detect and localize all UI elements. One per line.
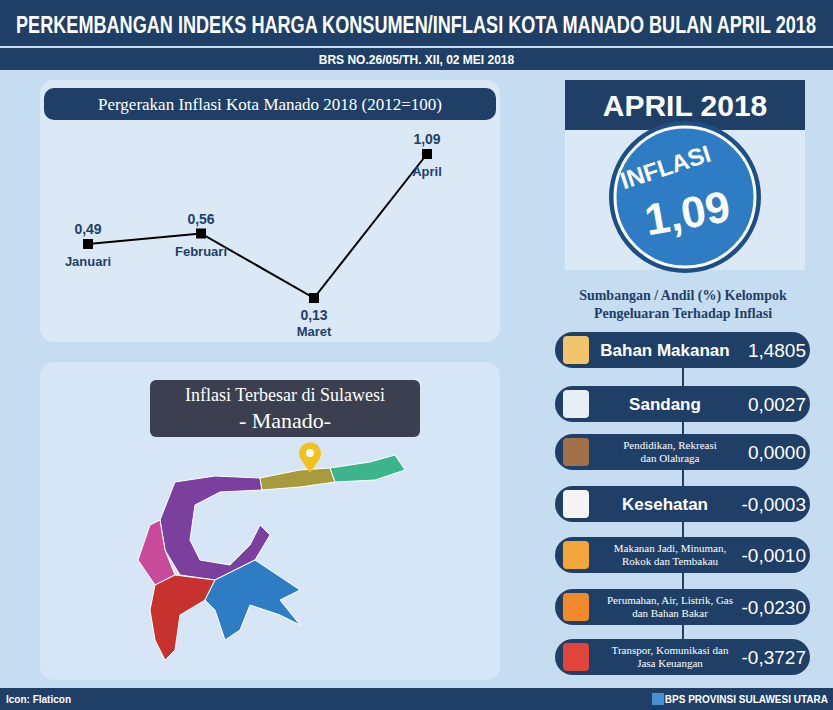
item-icon: [563, 643, 589, 671]
item-bg: [555, 486, 810, 522]
footer-logo: [652, 693, 664, 705]
item-value: 0,0000: [748, 442, 806, 463]
inflation-line: [88, 154, 427, 298]
contribution-item: Transpor, Komunikasi danJasa Keuangan -0,…: [555, 639, 810, 675]
item-icon: [563, 541, 589, 569]
badge-value: 1,09: [641, 181, 734, 244]
map-panel: Inflasi Terbesar di Sulawesi - Manado-: [40, 362, 500, 680]
contribution-item: Bahan Makanan 1,4805: [555, 332, 810, 368]
point-marker: [422, 149, 432, 159]
item-label: Perumahan, Air, Listrik, Gas: [607, 594, 733, 606]
item-value: 1,4805: [748, 340, 806, 361]
point-marker: [196, 229, 206, 239]
footer-bar: [0, 688, 833, 710]
chart-labels: 0,49 Januari 0,56 Februari 0,13Maret 1,09 Apri…: [65, 131, 442, 339]
item-icon: [563, 336, 589, 364]
chart-title: Pergerakan Inflasi Kota Manado 2018 (201…: [98, 95, 442, 114]
footer-left: Icon: Flaticon: [6, 694, 71, 705]
item-value: -0,0010: [742, 545, 806, 566]
item-label: Pendidikan, Rekreasi: [623, 439, 716, 451]
badge-ring: [609, 121, 761, 273]
item-label: Jasa Keuangan: [637, 657, 703, 669]
item-label: Kesehatan: [622, 495, 708, 514]
item-bg: [555, 537, 810, 573]
item-bg: [555, 434, 810, 470]
item-value: -0,3727: [742, 647, 806, 668]
contribution-item: Perumahan, Air, Listrik, Gasdan Bahan Ba…: [555, 589, 810, 625]
map-pin-dot: [306, 449, 314, 457]
data-label: 1,09: [413, 131, 440, 147]
background: [0, 0, 833, 710]
panel-bg: [40, 80, 500, 342]
item-label: dan Olahraga: [641, 452, 700, 464]
summary-panel: APRIL 2018INFLASI1,09: [565, 80, 805, 273]
item-value: 0,0027: [748, 394, 806, 415]
map-region: [330, 455, 405, 482]
item-label: Sandang: [629, 395, 701, 414]
item-icon: [563, 490, 589, 518]
contribution-item: Pendidikan, Rekreasidan Olahraga 0,0000: [555, 434, 810, 470]
map-region: [138, 520, 175, 585]
data-label: 0,56: [187, 211, 214, 227]
category-label: Januari: [65, 254, 111, 269]
page-title: PERKEMBANGAN INDEKS HARGA KONSUMEN/INFLA…: [16, 11, 816, 38]
map-pin: [299, 442, 321, 473]
map-region: [150, 575, 215, 660]
map-title: Inflasi Terbesar di Sulawesi: [185, 385, 385, 405]
item-bg: [555, 386, 810, 422]
item-label: Bahan Makanan: [600, 341, 729, 360]
subtitle-bar: [0, 48, 833, 70]
item-bg: [555, 589, 810, 625]
footer-right: BPS PROVINSI SULAWESI UTARA: [665, 694, 828, 705]
item-label: Rokok dan Tembakau: [622, 555, 719, 567]
contribution-item: Kesehatan -0,0003: [555, 486, 810, 522]
panel-bg: [40, 362, 500, 680]
contributions-title: Pengeluaran Terhadap Inflasi: [594, 306, 772, 321]
line-chart-panel: Pergerakan Inflasi Kota Manado 2018 (201…: [40, 80, 500, 342]
contribution-item: Sandang 0,0027: [555, 386, 810, 422]
point-marker: [309, 293, 319, 303]
item-label: Transpor, Komunikasi dan: [612, 644, 729, 656]
contribution-item: Makanan Jadi, Minuman,Rokok dan Tembakau…: [555, 537, 810, 573]
map-title-bg: [150, 380, 420, 437]
item-icon: [563, 593, 589, 621]
map-highlight: - Manado-: [239, 408, 331, 433]
data-label: 0,49: [74, 221, 101, 237]
item-bg: [555, 639, 810, 675]
infographic: PERKEMBANGAN INDEKS HARGA KONSUMEN/INFLA…: [0, 0, 833, 710]
item-label: Makanan Jadi, Minuman,: [614, 542, 727, 554]
subtitle: BRS NO.26/05/TH. XII, 02 MEI 2018: [319, 53, 515, 67]
category-label: April: [412, 164, 442, 179]
item-value: -0,0230: [742, 597, 806, 618]
category-label: Februari: [175, 244, 227, 259]
item-value: -0,0003: [742, 494, 806, 515]
map-region: [205, 560, 300, 640]
data-label: 0,13: [300, 307, 327, 323]
contributions: Sumbangan / Andil (%) Kelompok Pengeluara…: [555, 288, 810, 675]
point-marker: [83, 239, 93, 249]
category-label: Maret: [297, 324, 332, 339]
badge: [615, 127, 755, 267]
item-icon: [563, 390, 589, 418]
map-region: [260, 468, 335, 490]
plot-marks: [83, 149, 432, 303]
header-bar: [0, 0, 833, 46]
item-bg: [555, 332, 810, 368]
chart-title-bg: [44, 88, 496, 120]
period: APRIL 2018: [603, 89, 768, 122]
contributions-title: Sumbangan / Andil (%) Kelompok: [579, 288, 787, 304]
item-icon: [563, 438, 589, 466]
item-label: dan Bahan Bakar: [632, 607, 708, 619]
